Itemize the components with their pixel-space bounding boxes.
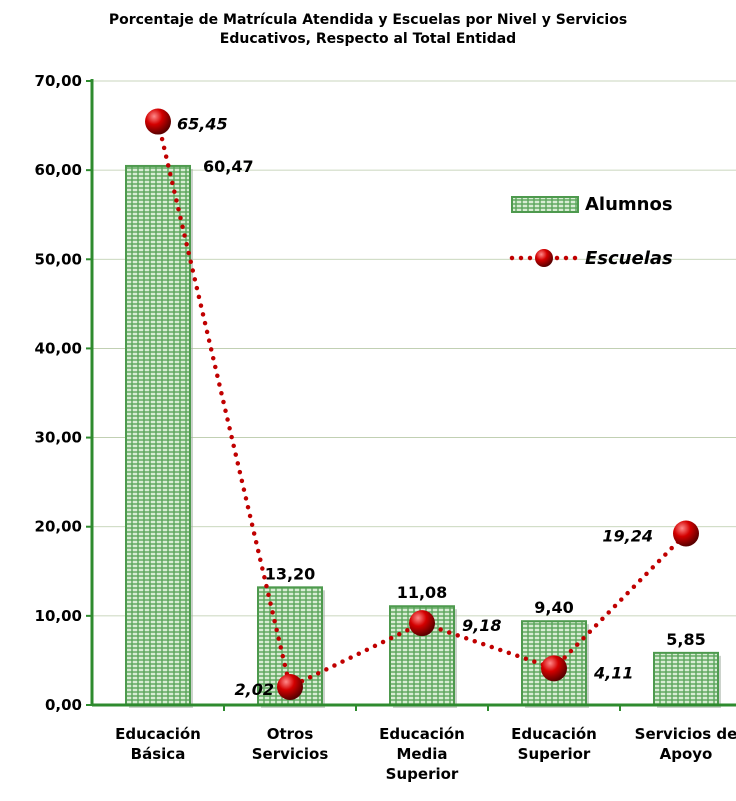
line-point [673,520,699,547]
bar [653,651,719,707]
bar-value-label: 13,20 [265,564,316,583]
bar-value-label: 9,40 [534,598,573,617]
chart-title: Porcentaje de Matrícula Atendida y Escue… [109,12,627,47]
y-tick-label: 20,00 [35,518,82,536]
line-point [277,673,303,700]
legend-label: Escuelas [585,248,673,269]
x-tick-label: Educación Media Superior [379,725,465,783]
line-value-label: 19,24 [602,526,653,545]
line-value-label: 9,18 [462,616,501,635]
y-tick-label: 70,00 [35,72,82,90]
y-tick-label: 0,00 [45,696,82,714]
legend-swatch [511,196,579,213]
x-tick-label: Otros Servicios [252,725,329,763]
legend-marker [535,249,553,267]
line-point [409,610,435,637]
legend-label: Alumnos [585,194,673,215]
y-tick-label: 60,00 [35,161,82,179]
line-point [541,655,567,682]
y-tick-label: 30,00 [35,429,82,447]
line-value-label: 65,45 [177,115,228,134]
bar-value-label: 11,08 [397,583,448,602]
line-value-label: 4,11 [593,663,633,682]
x-tick-label: Servicios de Apoyo [635,725,736,763]
x-tick-label: Educación Superior [511,725,597,763]
bar-value-label: 5,85 [666,630,705,649]
line-value-label: 2,02 [235,680,274,699]
x-tick-label: Educación Básica [115,725,201,763]
bar [125,164,191,707]
line-point [145,108,171,135]
y-tick-label: 10,00 [35,607,82,625]
y-tick-label: 50,00 [35,250,82,268]
bar-value-label: 60,47 [203,157,254,176]
y-tick-label: 40,00 [35,339,82,357]
